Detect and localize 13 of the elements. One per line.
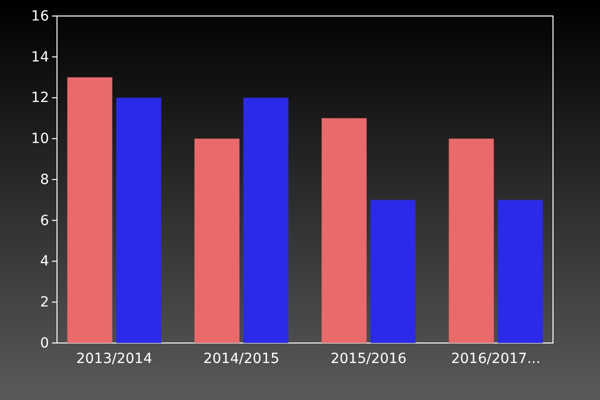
y-tick-label: 6 xyxy=(40,212,50,229)
x-tick-label: 2014/2015 xyxy=(203,350,280,367)
y-tick-label: 14 xyxy=(31,49,50,66)
x-tick-label: 2013/2014 xyxy=(76,350,152,367)
y-tick-label: 2 xyxy=(40,294,49,311)
y-tick-label: 10 xyxy=(31,131,49,148)
y-tick-label: 16 xyxy=(31,8,50,24)
y-tick-label: 8 xyxy=(40,172,49,188)
y-tick-label: 12 xyxy=(31,90,49,106)
y-tick-label: 4 xyxy=(40,254,50,270)
y-tick-label: 0 xyxy=(40,335,49,352)
x-tick-label: 2016/2017... xyxy=(451,350,540,367)
x-tick-label: 2015/2016 xyxy=(330,350,407,367)
